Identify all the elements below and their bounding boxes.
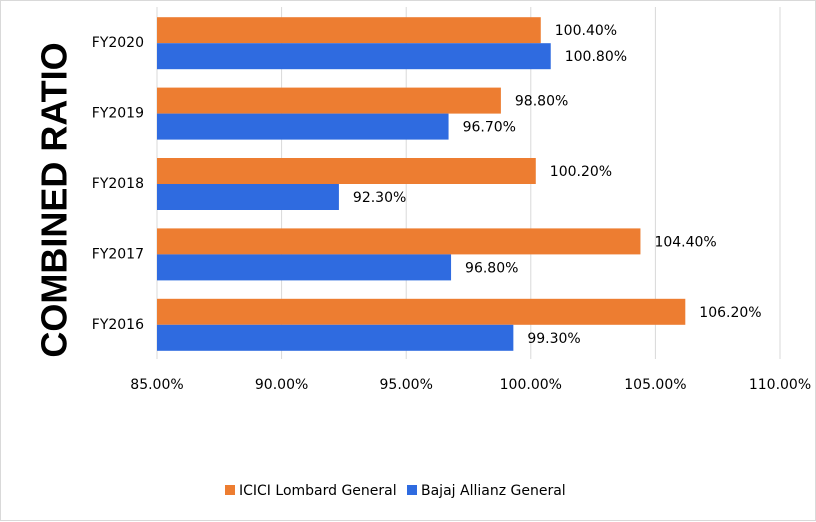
bar-icici <box>157 87 501 114</box>
bars <box>157 17 686 351</box>
bar-icici <box>157 17 541 44</box>
data-labels: 100.40% 100.80% 98.80% 96.70% 100.20% 92.30% 1… <box>353 23 762 347</box>
legend-swatch <box>225 485 235 495</box>
category-labels: FY2020 FY2019 FY2018 FY2017 FY2016 <box>92 35 144 333</box>
category-label: FY2016 <box>92 317 144 333</box>
data-label: 100.80% <box>565 49 627 65</box>
x-tick-label: 100.00% <box>500 377 562 393</box>
legend: ICICI Lombard General Bajaj Allianz Gener… <box>225 483 566 499</box>
category-label: FY2020 <box>92 35 144 51</box>
bar-bajaj <box>157 113 449 140</box>
category-label: FY2018 <box>92 176 144 192</box>
bar-bajaj <box>157 184 339 210</box>
legend-label: Bajaj Allianz General <box>421 483 566 499</box>
bar-bajaj <box>157 43 551 70</box>
x-tick-label: 110.00% <box>749 377 811 393</box>
data-label: 96.70% <box>463 120 516 136</box>
x-tick-label: 105.00% <box>624 377 686 393</box>
x-tick-label: 90.00% <box>255 377 308 393</box>
y-axis-title: COMBINED RATIO <box>34 42 75 357</box>
data-label: 100.20% <box>550 164 612 180</box>
data-label: 100.40% <box>555 23 617 39</box>
category-label: FY2019 <box>92 106 144 122</box>
bar-icici <box>157 298 686 325</box>
data-label: 92.30% <box>353 190 406 206</box>
bar-bajaj <box>157 324 514 351</box>
x-tick-labels: 85.00% 90.00% 95.00% 100.00% 105.00% 110.00% <box>130 377 811 393</box>
data-label: 96.80% <box>465 260 518 276</box>
legend-swatch <box>407 485 417 495</box>
data-label: 99.30% <box>527 331 580 347</box>
bar-icici <box>157 228 641 255</box>
legend-label: ICICI Lombard General <box>239 483 397 499</box>
bar-bajaj <box>157 254 452 281</box>
bar-icici <box>157 158 536 184</box>
x-tick-label: 85.00% <box>130 377 183 393</box>
category-label: FY2017 <box>92 246 144 262</box>
x-tick-label: 95.00% <box>380 377 433 393</box>
data-label: 98.80% <box>515 94 568 110</box>
data-label: 106.20% <box>699 305 761 321</box>
data-label: 104.40% <box>654 234 716 250</box>
